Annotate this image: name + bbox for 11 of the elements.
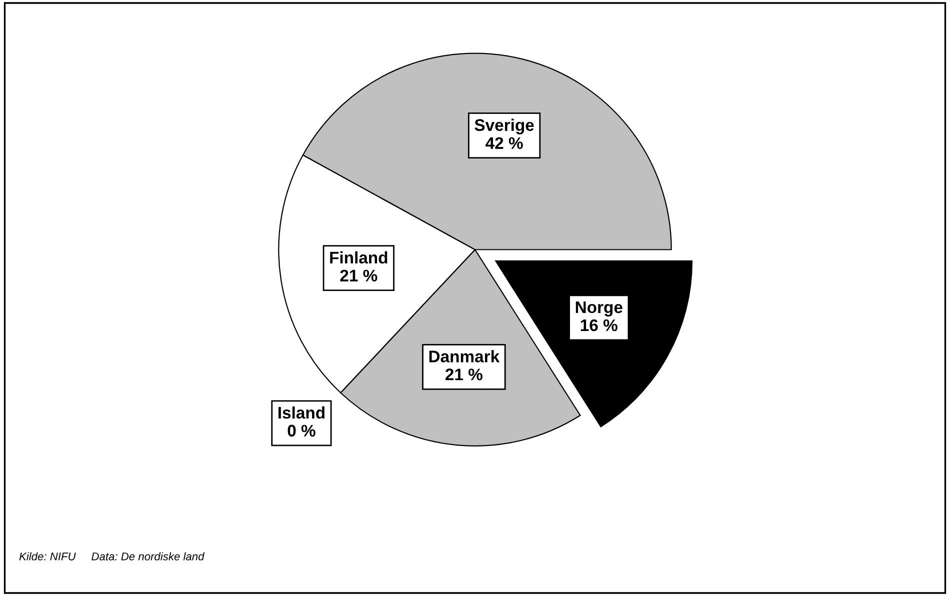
slice-label: Sverige [474, 118, 534, 134]
slice-label: Finland [330, 251, 388, 264]
data-label: 21 % [446, 368, 482, 380]
data-label: 16 % [580, 319, 618, 332]
text: Kilde: NIFU Data: De nordiske land [19, 552, 205, 560]
category-label: Island [278, 406, 324, 419]
slice-label: Norge [576, 302, 622, 317]
data-label: 42 % [486, 137, 523, 149]
slice-label: Danmark [429, 350, 500, 362]
text: 0 % [288, 424, 316, 437]
data-label: 21 % [340, 270, 378, 282]
